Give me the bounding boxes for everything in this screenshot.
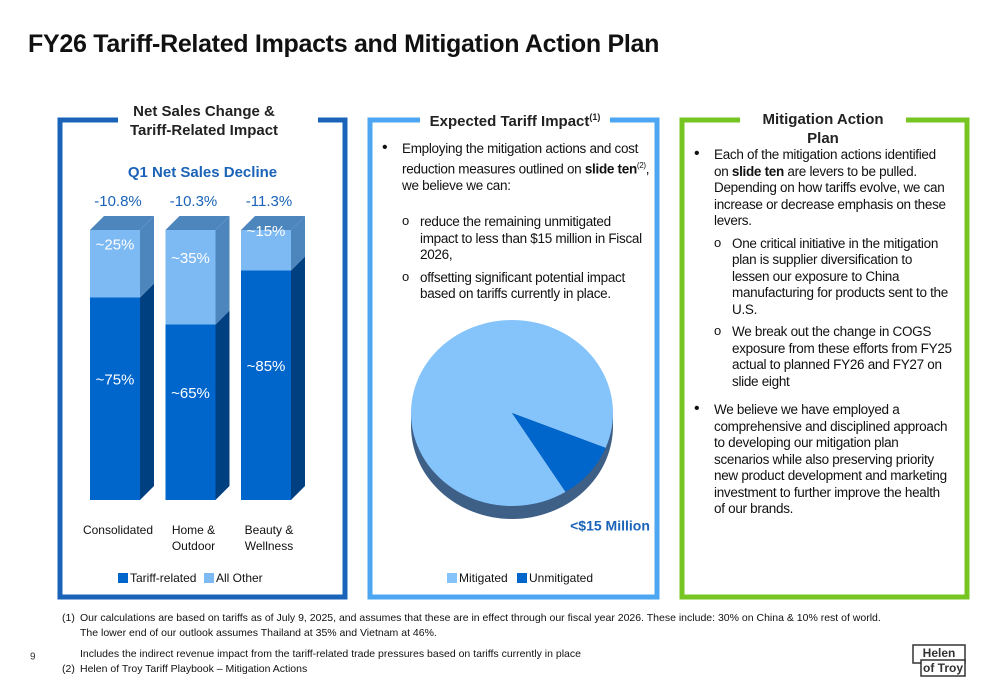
value-label: ~65%: [171, 385, 210, 402]
footnote-marker: (1): [62, 612, 75, 624]
note: (2): [636, 160, 646, 170]
footnote-line: Our calculations are based on tariffs as…: [80, 612, 881, 624]
footnotes: (1) Our calculations are based on tariffs…: [62, 611, 881, 677]
x-tick-label: Consolidated: [83, 523, 153, 537]
bullet-list: Each of the mitigation actions identifie…: [694, 146, 952, 518]
logo-box: [920, 659, 966, 677]
text: Employing the mitigation actions and cos…: [402, 141, 639, 176]
value-label: ~25%: [96, 237, 135, 254]
legend-swatch: [447, 573, 457, 583]
panel-border: [679, 117, 970, 600]
legend-swatch: [118, 573, 128, 583]
panel-border: [57, 117, 348, 600]
bar: [90, 297, 140, 500]
bar-side: [215, 216, 230, 325]
x-tick-label: Home & Outdoor: [172, 523, 215, 553]
annotation: -10.3%: [170, 193, 218, 210]
legend-label: Tariff-related: [130, 571, 196, 585]
impact-text: Employing the mitigation actions and cos…: [382, 140, 650, 315]
logo: Helen of Troy: [912, 644, 966, 677]
text: are levers to be pulled. Depending on ho…: [714, 163, 946, 229]
bullet: Each of the mitigation actions identifie…: [694, 146, 952, 391]
panel-title: Net Sales Change & Tariff-Related Impact: [118, 102, 290, 140]
footnote-marker: (2): [62, 663, 75, 675]
legend-label: Unmitigated: [529, 571, 593, 585]
text: , we believe we can:: [402, 161, 650, 193]
pie-slice: [512, 413, 606, 492]
footnote-body: Our calculations are based on tariffs as…: [80, 611, 881, 662]
bar-side: [140, 283, 154, 500]
bar-side: [291, 256, 305, 500]
pie-slice: [410, 320, 613, 506]
bullet-list: Employing the mitigation actions and cos…: [382, 140, 650, 303]
value-label: ~85%: [247, 358, 286, 375]
annotation: -10.8%: [94, 193, 142, 210]
bar-top: [165, 216, 230, 230]
page-number: 9: [30, 652, 36, 663]
footnote: (1) Our calculations are based on tariffs…: [62, 611, 881, 662]
legend-label: Mitigated: [459, 571, 508, 585]
footnote-line: The lower end of our outlook assumes Tha…: [80, 627, 437, 639]
chart-subtitle: Q1 Net Sales Decline: [127, 164, 278, 181]
bullet: Employing the mitigation actions and cos…: [382, 140, 650, 303]
value-label: ~75%: [96, 372, 135, 389]
sub-list: One critical initiative in the mitigatio…: [714, 235, 952, 391]
bar-top: [241, 216, 305, 230]
x-tick-label: Beauty & Wellness: [245, 523, 294, 553]
sub-bullet: One critical initiative in the mitigatio…: [714, 235, 952, 319]
bar: [165, 324, 216, 500]
bar: [241, 230, 291, 271]
footnote-line: Includes the indirect revenue impact fro…: [80, 648, 581, 660]
sub-bullet: offsetting significant potential impact …: [402, 269, 650, 303]
panel-title: Expected Tariff Impact(1): [420, 108, 610, 131]
bar: [241, 270, 291, 500]
mitigation-text: Each of the mitigation actions identifie…: [694, 146, 952, 530]
panel-title-text: Expected Tariff Impact: [429, 113, 590, 130]
sub-bullet: We break out the change in COGS exposure…: [714, 323, 952, 390]
bar: [165, 230, 216, 325]
panel-title: Mitigation Action Plan: [740, 110, 906, 148]
value-label: ~15%: [247, 223, 286, 240]
logo-text: Helen: [923, 646, 956, 660]
bar-side: [291, 216, 305, 271]
value-label: ~35%: [171, 250, 210, 267]
bar: [90, 230, 140, 298]
legend-label: All Other: [216, 571, 263, 585]
bullet: We believe we have employed a comprehens…: [694, 401, 952, 518]
legend-swatch: [204, 573, 214, 583]
bold-text: slide ten: [731, 163, 784, 179]
bold-text: slide ten: [584, 161, 637, 176]
annotation: -11.3%: [246, 193, 292, 210]
footnote: (2) Helen of Troy Tariff Playbook – Mitig…: [62, 662, 881, 677]
bar-side: [215, 310, 230, 500]
bar-side: [140, 216, 154, 298]
panel-border: [367, 117, 660, 600]
logo-text: of Troy: [923, 661, 963, 675]
sub-list: reduce the remaining unmitigated impact …: [402, 213, 650, 303]
legend-swatch: [517, 573, 527, 583]
sub-bullet: reduce the remaining unmitigated impact …: [402, 213, 650, 264]
title-note: (1): [589, 112, 601, 122]
bar-top: [90, 216, 154, 230]
slide-title: FY26 Tariff-Related Impacts and Mitigati…: [28, 30, 660, 58]
footnote-line: Helen of Troy Tariff Playbook – Mitigati…: [80, 663, 308, 675]
pie-annotation: <$15 Million: [570, 518, 650, 534]
text: Each of the mitigation actions identifie…: [714, 147, 936, 179]
